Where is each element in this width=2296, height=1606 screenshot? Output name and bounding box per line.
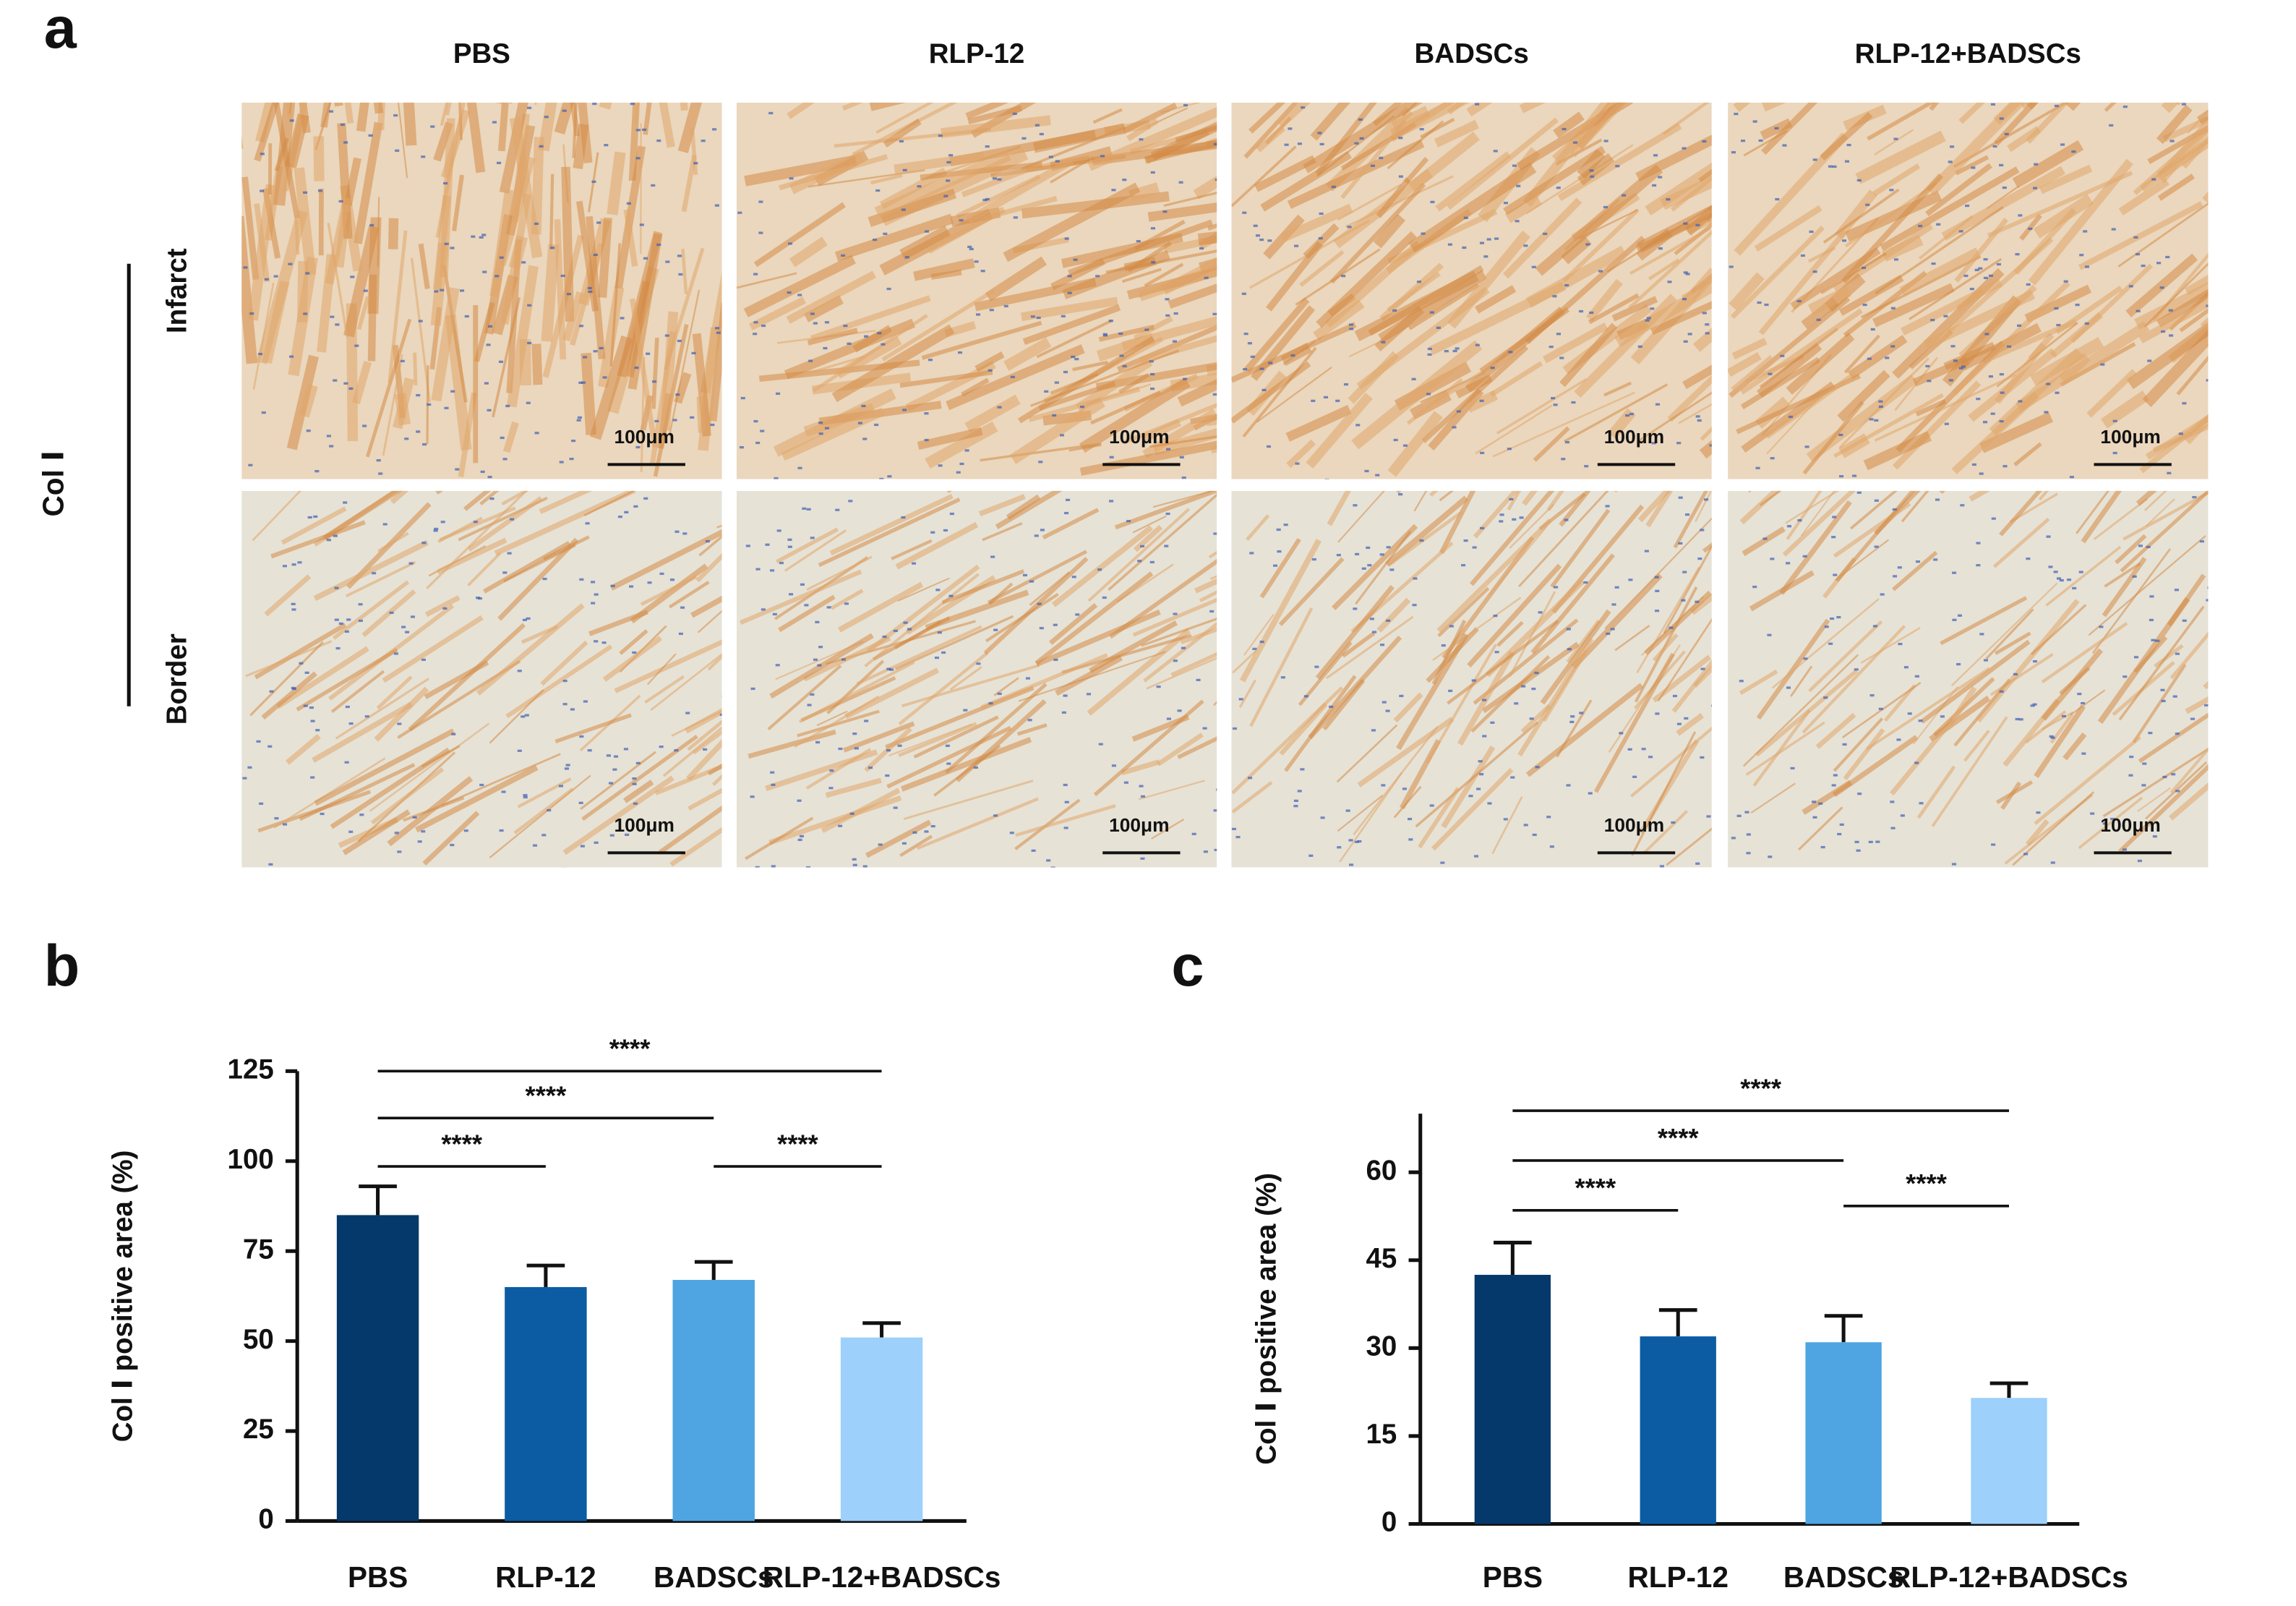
micrograph-background bbox=[1728, 490, 2209, 868]
row-label: Border bbox=[161, 633, 192, 725]
micrograph bbox=[241, 102, 722, 479]
significance-label: **** bbox=[1575, 1173, 1616, 1203]
y-tick-label: 30 bbox=[1366, 1331, 1397, 1362]
scale-bar-label: 100μm bbox=[1109, 426, 1169, 448]
scale-bar-label: 100μm bbox=[614, 814, 674, 836]
significance-label: **** bbox=[1906, 1169, 1948, 1198]
y-tick-label: 100 bbox=[228, 1144, 274, 1175]
bar bbox=[1971, 1398, 2047, 1524]
y-axis-label: Col Ⅰ positive area (%) bbox=[107, 1150, 138, 1443]
column-header: RLP-12 bbox=[929, 38, 1025, 69]
panel-label: a bbox=[44, 0, 77, 61]
column-header: PBS bbox=[453, 38, 510, 69]
panel-label: c bbox=[1171, 934, 1204, 999]
micrograph bbox=[1728, 102, 2209, 479]
y-tick-label: 0 bbox=[258, 1504, 273, 1535]
significance-label: **** bbox=[526, 1080, 567, 1110]
micrograph bbox=[736, 102, 1217, 479]
scale-bar-label: 100μm bbox=[1604, 814, 1664, 836]
x-tick-label: PBS bbox=[348, 1560, 408, 1594]
x-tick-label: RLP-12+BADSCs bbox=[763, 1560, 1001, 1594]
micrograph bbox=[736, 490, 1217, 868]
scale-bar-label: 100μm bbox=[2100, 426, 2160, 448]
y-tick-label: 0 bbox=[1382, 1507, 1397, 1538]
bar bbox=[336, 1215, 419, 1521]
column-header: RLP-12+BADSCs bbox=[1855, 38, 2081, 69]
panel-label: b bbox=[44, 934, 80, 999]
x-tick-label: RLP-12+BADSCs bbox=[1890, 1560, 2128, 1594]
y-tick-label: 15 bbox=[1366, 1419, 1397, 1450]
significance-label: **** bbox=[1658, 1123, 1700, 1153]
scale-bar-label: 100μm bbox=[614, 426, 674, 448]
bar bbox=[505, 1286, 587, 1521]
bar bbox=[672, 1280, 755, 1521]
y-tick-label: 125 bbox=[228, 1054, 274, 1085]
y-axis-label: Col Ⅰ positive area (%) bbox=[1251, 1173, 1282, 1465]
stain-label: Col Ⅰ bbox=[37, 450, 70, 517]
significance-label: **** bbox=[441, 1129, 483, 1158]
significance-label: **** bbox=[609, 1034, 651, 1064]
x-tick-label: RLP-12 bbox=[1627, 1560, 1729, 1594]
significance-label: **** bbox=[1740, 1073, 1782, 1103]
y-tick-label: 60 bbox=[1366, 1155, 1397, 1186]
bar bbox=[1640, 1336, 1716, 1524]
significance-label: **** bbox=[777, 1129, 819, 1158]
scale-bar-label: 100μm bbox=[2100, 814, 2160, 836]
y-tick-label: 25 bbox=[243, 1414, 274, 1445]
scale-bar-label: 100μm bbox=[1604, 426, 1664, 448]
row-label: Infarct bbox=[161, 248, 192, 333]
bar bbox=[1474, 1275, 1551, 1524]
micrograph bbox=[1231, 490, 1712, 868]
x-tick-label: BADSCs bbox=[1783, 1560, 1903, 1594]
micrograph bbox=[1231, 102, 1712, 479]
micrograph bbox=[1728, 490, 2209, 868]
y-tick-label: 45 bbox=[1366, 1243, 1397, 1274]
x-tick-label: PBS bbox=[1483, 1560, 1543, 1594]
bar bbox=[1805, 1342, 1882, 1524]
x-tick-label: RLP-12 bbox=[495, 1560, 596, 1594]
column-header: BADSCs bbox=[1415, 38, 1529, 69]
scale-bar-label: 100μm bbox=[1109, 814, 1169, 836]
micrograph-background bbox=[736, 490, 1217, 868]
bar bbox=[840, 1337, 923, 1521]
x-tick-label: BADSCs bbox=[654, 1560, 774, 1594]
y-tick-label: 75 bbox=[243, 1234, 274, 1265]
y-tick-label: 50 bbox=[243, 1324, 274, 1355]
micrograph bbox=[241, 490, 722, 868]
